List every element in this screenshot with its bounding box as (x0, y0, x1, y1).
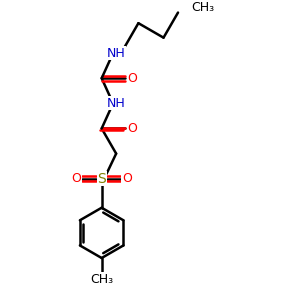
Text: CH₃: CH₃ (90, 273, 113, 286)
Text: O: O (128, 72, 137, 85)
Text: NH: NH (107, 97, 125, 110)
Text: NH: NH (107, 46, 125, 60)
Text: O: O (72, 172, 82, 185)
Text: O: O (122, 172, 132, 185)
Text: CH₃: CH₃ (192, 1, 215, 14)
Text: O: O (128, 122, 137, 135)
Text: S: S (97, 172, 106, 186)
